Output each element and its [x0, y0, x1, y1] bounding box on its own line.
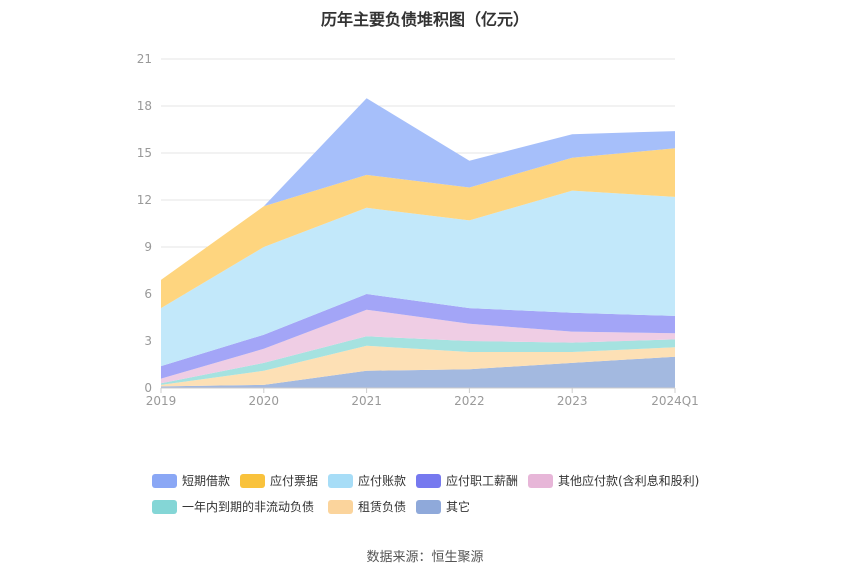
x-tick-label: 2020	[249, 394, 280, 408]
legend-item-other[interactable]: 其它	[416, 498, 470, 515]
y-tick-label: 12	[137, 193, 152, 207]
legend-item-employee-payable[interactable]: 应付职工薪酬	[416, 472, 518, 489]
legend-swatch	[528, 473, 553, 488]
legend-label: 应付票据	[270, 474, 319, 488]
x-tick-label: 2019	[146, 394, 177, 408]
area-series	[161, 98, 675, 388]
legend-label: 一年内到期的非流动负债	[182, 500, 315, 514]
x-tick-label: 2023	[557, 394, 588, 408]
area-应付票据	[161, 148, 675, 309]
area-其它	[161, 356, 675, 388]
axes: 0 3 6 9 12 15 18 21 2019 2020 2021 2022 2023 2024Q1	[137, 52, 699, 408]
area-租赁负债	[161, 345, 675, 387]
legend-item-notes-payable[interactable]: 应付票据	[240, 472, 318, 489]
legend-swatch	[328, 499, 353, 514]
legend-swatch	[416, 473, 441, 488]
legend-label: 其他应付款(含利息和股利)	[558, 474, 700, 488]
legend-label: 应付职工薪酬	[446, 474, 519, 488]
legend-swatch	[328, 473, 353, 488]
area-一年内到期的非流动负债	[161, 336, 675, 385]
chart-title: 历年主要负债堆积图（亿元）	[320, 10, 529, 29]
area-应付职工薪酬	[161, 294, 675, 379]
y-tick-label: 18	[137, 99, 152, 113]
area-其他应付款(含利息和股利)	[161, 309, 675, 384]
legend-item-lease-liabilities[interactable]: 租赁负债	[328, 498, 406, 515]
y-tick-label: 6	[144, 287, 152, 301]
legend-label: 应付账款	[358, 474, 407, 488]
area-短期借款	[161, 98, 675, 280]
x-tick-label: 2021	[351, 394, 382, 408]
x-tick-label: 2022	[454, 394, 485, 408]
legend-item-other-payables[interactable]: 其他应付款(含利息和股利)	[528, 472, 699, 489]
data-source: 数据来源：恒生聚源	[366, 550, 484, 565]
legend-swatch	[152, 473, 177, 488]
y-tick-label: 21	[137, 52, 152, 66]
legend-swatch	[416, 499, 441, 514]
x-tick-label: 2024Q1	[651, 394, 699, 408]
legend-label: 短期借款	[182, 474, 231, 488]
legend-label: 租赁负债	[358, 500, 407, 514]
y-tick-label: 0	[144, 381, 152, 395]
legend-swatch	[240, 473, 265, 488]
y-tick-label: 3	[144, 334, 152, 348]
legend-item-current-noncurrent-liabilities[interactable]: 一年内到期的非流动负债	[152, 498, 314, 515]
legend-item-accounts-payable[interactable]: 应付账款	[328, 472, 406, 489]
y-tick-label: 9	[144, 240, 152, 254]
area-应付账款	[161, 190, 675, 367]
legend-label: 其它	[446, 500, 471, 514]
y-tick-label: 15	[137, 146, 152, 160]
legend-item-short-term-loans[interactable]: 短期借款	[152, 472, 230, 489]
legend-swatch	[152, 499, 177, 514]
